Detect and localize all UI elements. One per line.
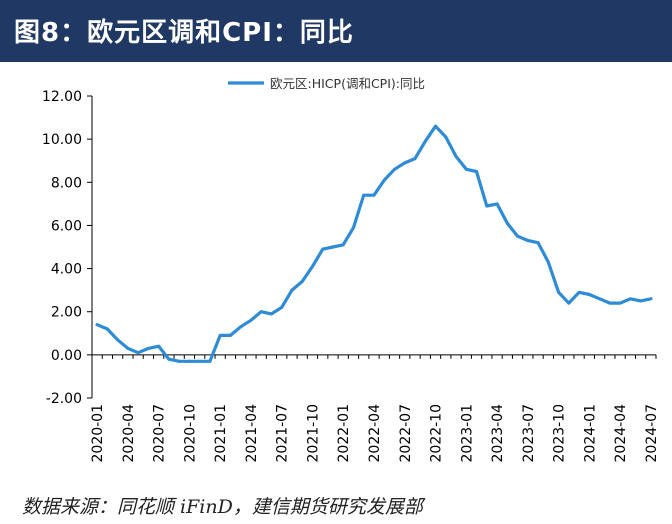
data-point: [516, 234, 519, 238]
data-point: [157, 344, 161, 348]
x-tick-label: 2021-04: [244, 404, 260, 463]
data-point: [352, 226, 355, 229]
data-point: [475, 170, 478, 173]
x-tick-label: 2021-01: [213, 404, 229, 463]
data-point: [239, 325, 243, 329]
data-point: [116, 338, 120, 342]
y-tick-label: 10.00: [42, 132, 82, 148]
y-tick-label: -2.00: [46, 391, 82, 407]
y-tick-label: 12.00: [42, 89, 82, 105]
x-tick-label: 2020-01: [90, 404, 106, 463]
data-point: [177, 359, 181, 363]
data-point: [485, 204, 489, 208]
data-point: [546, 260, 550, 264]
x-tick-label: 2022-07: [398, 404, 414, 463]
data-point: [331, 245, 335, 249]
data-point: [413, 157, 417, 160]
x-tick-label: 2021-07: [275, 404, 291, 463]
data-point: [434, 124, 437, 128]
data-point: [188, 359, 191, 363]
data-point: [259, 310, 263, 314]
data-point: [454, 155, 458, 158]
data-point: [229, 334, 232, 337]
data-point: [372, 193, 376, 197]
title-banner: 图8：欧元区调和CPI：同比: [0, 0, 672, 60]
legend-label: 欧元区:HICP(调和CPI):同比: [270, 76, 425, 91]
data-point: [321, 247, 325, 251]
data-point: [598, 297, 601, 301]
x-tick-label: 2023-01: [459, 404, 475, 463]
data-point: [270, 312, 273, 316]
data-point: [198, 359, 202, 363]
data-point: [249, 318, 253, 322]
y-tick-label: 2.00: [51, 305, 82, 321]
x-tick-label: 2023-07: [521, 404, 537, 463]
data-point: [147, 346, 150, 350]
x-tick-label: 2024-07: [644, 404, 660, 463]
x-tick-label: 2023-10: [552, 404, 568, 463]
x-tick-label: 2020-10: [182, 404, 198, 463]
x-tick-label: 2024-01: [582, 404, 598, 463]
y-tick-label: 6.00: [51, 218, 82, 234]
y-tick-label: 8.00: [51, 175, 82, 191]
line-chart: -2.00 0.00 2.00 4.00 6.00 8.00 10.00 12.00 2020-…: [42, 76, 660, 463]
data-point: [167, 357, 171, 361]
data-point: [393, 167, 396, 171]
data-point: [300, 280, 304, 283]
data-point: [505, 221, 509, 225]
data-point: [423, 139, 427, 143]
data-point: [495, 202, 499, 206]
data-point: [649, 297, 653, 301]
data-point: [464, 167, 468, 171]
x-tick-label: 2022-10: [429, 404, 445, 463]
data-point: [567, 301, 571, 305]
series-line-hicp: [95, 124, 653, 363]
data-point: [208, 359, 212, 363]
figure-title: 图8：欧元区调和CPI：同比: [14, 18, 354, 48]
x-tick-label: 2024-04: [613, 404, 629, 463]
data-point: [403, 161, 407, 165]
y-tick-label: 0.00: [51, 348, 82, 364]
data-point: [618, 301, 622, 305]
data-point: [218, 334, 222, 337]
data-point: [536, 241, 540, 245]
data-point: [362, 193, 366, 197]
data-point: [105, 327, 109, 331]
source-note: 数据来源：同花顺 iFinD，建信期货研究发展部: [22, 496, 423, 518]
data-point: [628, 297, 632, 301]
data-point: [136, 351, 140, 355]
x-tick-label: 2022-01: [336, 404, 352, 463]
data-point: [444, 135, 448, 139]
x-tick-label: 2022-04: [367, 404, 383, 463]
data-point: [341, 243, 345, 247]
data-point: [587, 293, 591, 296]
data-point: [608, 301, 612, 305]
data-point: [382, 178, 386, 182]
x-tick-label: 2020-07: [152, 404, 168, 463]
data-point: [557, 290, 560, 294]
data-point: [311, 265, 314, 268]
x-tick-label: 2021-10: [305, 404, 321, 463]
data-point: [126, 346, 130, 350]
data-point: [577, 290, 581, 294]
data-point: [639, 299, 643, 303]
y-tick-label: 4.00: [51, 262, 82, 278]
title-underline: [0, 60, 672, 62]
x-tick-label: 2020-04: [121, 404, 137, 463]
data-point: [95, 323, 99, 327]
data-point: [290, 288, 294, 292]
x-tick-label: 2023-04: [490, 404, 506, 463]
data-point: [526, 239, 530, 242]
data-point: [280, 306, 284, 309]
